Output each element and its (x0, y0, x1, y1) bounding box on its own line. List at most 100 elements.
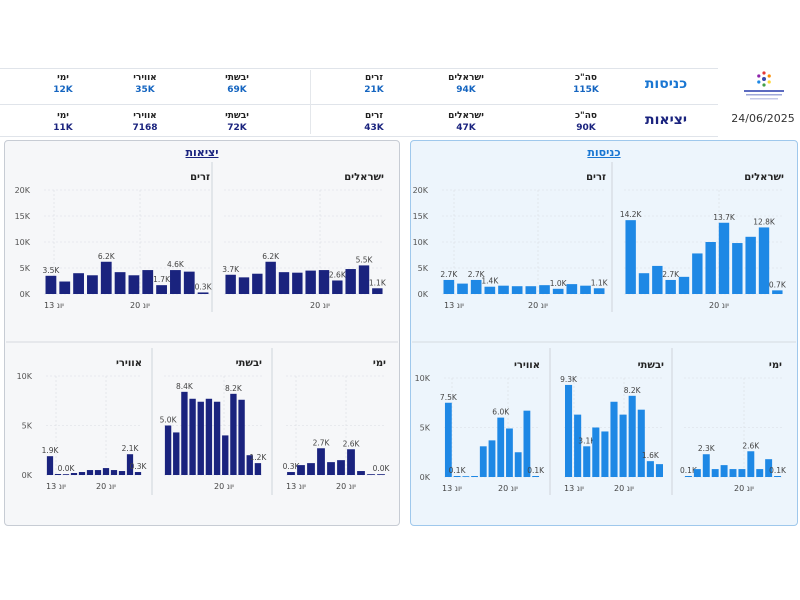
bar[interactable] (443, 279, 455, 294)
bar[interactable] (637, 409, 645, 477)
bar[interactable] (655, 464, 663, 477)
bar[interactable] (506, 428, 513, 477)
bar[interactable] (471, 476, 478, 477)
bar[interactable] (619, 414, 627, 477)
bar[interactable] (181, 391, 188, 475)
bar[interactable] (305, 270, 316, 294)
bar[interactable] (488, 440, 496, 477)
bar[interactable] (497, 417, 505, 477)
bar[interactable] (100, 261, 112, 294)
bar[interactable] (128, 275, 140, 294)
bar[interactable] (552, 288, 564, 294)
bar[interactable] (292, 272, 303, 294)
bar[interactable] (59, 281, 71, 294)
bar[interactable] (252, 273, 263, 294)
bar[interactable] (278, 272, 290, 294)
bar[interactable] (126, 454, 134, 475)
bar[interactable] (462, 476, 470, 477)
bar[interactable] (692, 253, 703, 294)
bar[interactable] (337, 460, 345, 475)
bar[interactable] (62, 474, 70, 475)
bar[interactable] (297, 465, 305, 475)
bar[interactable] (565, 384, 573, 477)
bar[interactable] (173, 432, 180, 475)
bar[interactable] (197, 292, 209, 294)
bar[interactable] (772, 290, 783, 294)
bar[interactable] (86, 470, 94, 475)
bar[interactable] (345, 269, 356, 294)
bar[interactable] (134, 472, 142, 475)
bar[interactable] (583, 446, 591, 477)
bar[interactable] (532, 476, 540, 477)
bar[interactable] (705, 242, 716, 294)
bar[interactable] (732, 243, 743, 294)
bar[interactable] (205, 398, 213, 475)
bar[interactable] (332, 280, 343, 294)
bar[interactable] (46, 456, 54, 475)
bar[interactable] (453, 476, 461, 477)
bar[interactable] (197, 401, 204, 475)
bar[interactable] (479, 446, 487, 477)
bar[interactable] (307, 463, 315, 475)
bar[interactable] (73, 273, 84, 294)
bar[interactable] (638, 273, 650, 294)
bar[interactable] (189, 398, 196, 475)
bar[interactable] (738, 469, 746, 477)
bar[interactable] (444, 402, 452, 477)
bar[interactable] (367, 474, 375, 475)
bar[interactable] (765, 459, 773, 477)
bar[interactable] (711, 469, 719, 477)
bar[interactable] (94, 470, 102, 475)
bar[interactable] (747, 451, 755, 477)
bar[interactable] (213, 401, 221, 475)
bar[interactable] (625, 220, 636, 294)
bar[interactable] (183, 271, 195, 294)
bar[interactable] (70, 473, 78, 475)
bar[interactable] (718, 222, 730, 294)
bar[interactable] (610, 401, 618, 477)
bar[interactable] (566, 284, 578, 294)
bar[interactable] (678, 276, 690, 294)
bar[interactable] (110, 470, 118, 475)
bar[interactable] (118, 471, 126, 475)
bar[interactable] (628, 395, 636, 477)
bar[interactable] (222, 435, 229, 475)
bar[interactable] (287, 472, 295, 475)
bar[interactable] (238, 277, 250, 294)
bar[interactable] (525, 286, 537, 294)
bar[interactable] (523, 410, 531, 477)
bar[interactable] (539, 285, 550, 294)
bar[interactable] (470, 279, 482, 294)
bar[interactable] (693, 469, 701, 477)
bar[interactable] (225, 274, 236, 294)
bar[interactable] (87, 275, 98, 294)
bar[interactable] (142, 270, 154, 294)
bar[interactable] (230, 393, 237, 475)
bar[interactable] (646, 461, 654, 477)
bar[interactable] (457, 283, 468, 294)
bar[interactable] (720, 465, 728, 477)
bar[interactable] (170, 270, 181, 294)
bar[interactable] (317, 448, 325, 475)
bar[interactable] (265, 261, 276, 294)
bar[interactable] (592, 427, 600, 478)
bar[interactable] (574, 414, 582, 477)
bar[interactable] (347, 449, 355, 475)
bar[interactable] (774, 476, 782, 477)
bar[interactable] (756, 469, 764, 477)
bar[interactable] (665, 279, 676, 294)
bar[interactable] (514, 452, 522, 477)
bar[interactable] (729, 469, 737, 477)
bar[interactable] (114, 272, 126, 294)
bar[interactable] (702, 454, 710, 477)
bar[interactable] (580, 285, 591, 294)
bar[interactable] (377, 474, 385, 475)
exits-panel-title[interactable]: יציאות (185, 146, 219, 159)
bar[interactable] (484, 286, 496, 294)
bar[interactable] (246, 455, 253, 475)
bar[interactable] (745, 236, 756, 294)
bar[interactable] (511, 286, 523, 294)
bar[interactable] (498, 285, 509, 294)
bar[interactable] (54, 474, 62, 475)
bar[interactable] (372, 288, 383, 294)
